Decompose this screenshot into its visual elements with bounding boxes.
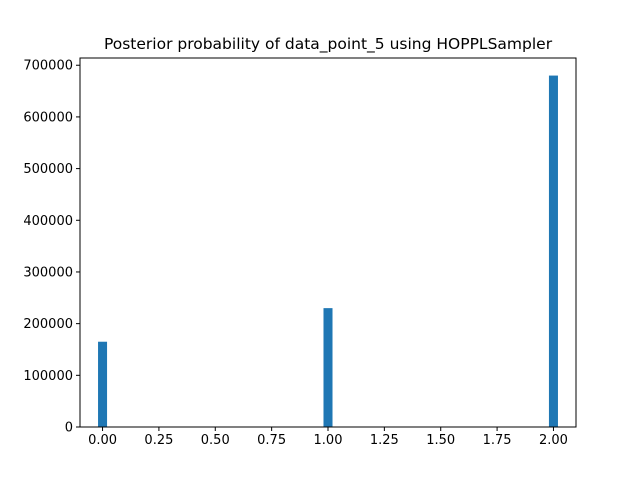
y-tick-label: 100000 bbox=[23, 369, 73, 384]
x-tick-label: 0.50 bbox=[201, 433, 230, 448]
histogram-bar bbox=[98, 341, 108, 427]
x-tick-label: 1.50 bbox=[426, 433, 455, 448]
y-tick-label: 400000 bbox=[23, 214, 73, 229]
y-tick-label: 700000 bbox=[23, 59, 73, 74]
x-tick-label: 1.25 bbox=[370, 433, 399, 448]
y-tick-label: 200000 bbox=[23, 317, 73, 332]
plot-frame bbox=[79, 57, 577, 428]
y-tick-label: 300000 bbox=[23, 265, 73, 280]
histogram-bar bbox=[323, 308, 333, 427]
bars-group bbox=[98, 75, 558, 428]
x-tick-label: 0.75 bbox=[257, 433, 286, 448]
chart-title: Posterior probability of data_point_5 us… bbox=[104, 35, 553, 54]
x-axis: 0.00 0.25 0.50 0.75 1.00 1.25 1.50 1.75 2.00 bbox=[88, 427, 568, 448]
x-tick-label: 0.00 bbox=[88, 433, 117, 448]
y-tick-label: 600000 bbox=[23, 110, 73, 125]
x-tick-label: 0.25 bbox=[144, 433, 173, 448]
y-tick-label: 0 bbox=[65, 421, 73, 436]
y-axis: 0 100000 200000 300000 400000 500000 600000 700… bbox=[23, 59, 80, 436]
x-tick-label: 1.75 bbox=[483, 433, 512, 448]
histogram-bar bbox=[548, 75, 558, 428]
x-tick-label: 2.00 bbox=[539, 433, 568, 448]
x-tick-label: 1.00 bbox=[314, 433, 343, 448]
y-tick-label: 500000 bbox=[23, 162, 73, 177]
